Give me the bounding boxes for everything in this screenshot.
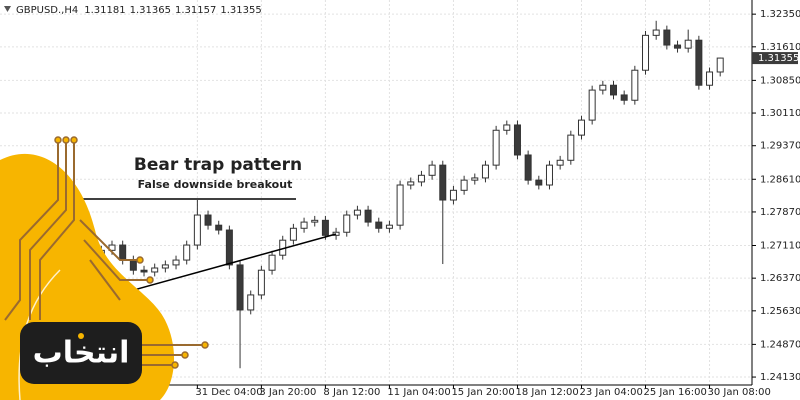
y-tick-label: 1.24130: [760, 372, 800, 383]
candle-body: [716, 57, 724, 73]
candle-body: [225, 229, 233, 266]
candle-body: [161, 264, 169, 269]
grid: [0, 0, 752, 385]
candle-body: [140, 269, 148, 273]
header-open: 1.31181: [84, 5, 125, 16]
logo-box: [20, 322, 142, 384]
header: GBPUSD.,H4 1.31181 1.31365 1.31157 1.31355: [16, 5, 262, 16]
candle-body: [321, 219, 329, 236]
header-close: 1.31355: [220, 5, 261, 16]
x-tick-label: 30 Jan 08:00: [708, 387, 771, 398]
candle-body: [353, 209, 361, 216]
candle-body: [396, 184, 404, 226]
candle-body: [204, 214, 212, 226]
candle-body: [695, 39, 703, 86]
candle-body: [674, 44, 682, 49]
candle-body: [610, 84, 617, 96]
logo-dot: [78, 333, 84, 339]
y-tick-label: 1.30850: [760, 75, 800, 86]
candle-body: [151, 267, 159, 273]
x-tick-label: 3 Jan 20:00: [259, 387, 316, 398]
y-tick-label: 1.30110: [760, 108, 800, 119]
candle-body: [268, 254, 276, 271]
candle-body: [567, 134, 575, 161]
candle-body: [471, 177, 479, 181]
y-tick-label: 1.25630: [760, 306, 800, 317]
candle-body: [556, 159, 564, 166]
y-tick-label: 1.27870: [760, 207, 800, 218]
y-tick-label: 1.24870: [760, 339, 800, 350]
x-tick-label: 23 Jan 04:00: [579, 387, 642, 398]
logo-overlay: انتخاب: [0, 136, 209, 400]
candle-body: [684, 39, 692, 49]
logo-text: انتخاب: [33, 336, 130, 371]
header-low: 1.31157: [175, 5, 216, 16]
candle-body: [289, 227, 297, 241]
candle-body: [172, 259, 180, 266]
price-tag: [752, 52, 798, 65]
x-tick-label: 11 Jan 04:00: [387, 387, 450, 398]
x-tick-label: 8 Jan 12:00: [323, 387, 380, 398]
candle-body: [129, 259, 137, 271]
trend-line: [111, 233, 337, 297]
candle-body: [417, 174, 425, 183]
candle-body: [332, 231, 340, 236]
candle-body: [545, 164, 553, 186]
candle-body: [428, 164, 436, 176]
candle-body: [311, 219, 319, 223]
y-tick-label: 1.31610: [760, 42, 800, 53]
candle-body: [513, 124, 521, 156]
candle-body: [642, 34, 650, 71]
candle-body: [183, 244, 191, 261]
candle-body: [257, 269, 265, 296]
candle-body: [577, 119, 585, 136]
candle-body: [481, 164, 489, 179]
circuit-lines: [4, 140, 205, 366]
candle-body: [535, 179, 543, 186]
candle-body: [620, 94, 628, 101]
candle-body: [407, 181, 415, 186]
candle-body: [663, 29, 671, 46]
candle-body: [193, 214, 201, 246]
price-tag-label: 1.31355: [758, 53, 799, 64]
symbol: GBPUSD.,H4: [16, 5, 78, 16]
x-tick-label: 18 Jan 12:00: [515, 387, 578, 398]
axes: 1.32350 1.31610 1.30850 1.30110 1.29370 1.286…: [195, 9, 800, 398]
candle-body: [375, 221, 383, 229]
logo-curve: [18, 269, 61, 400]
candle-body: [343, 214, 351, 233]
y-tick-label: 1.29370: [760, 141, 800, 152]
candle-body: [588, 89, 596, 121]
x-tick-label: 31 Dec 04:00: [195, 387, 262, 398]
candle-body: [119, 244, 127, 261]
candle-body: [492, 129, 500, 166]
candle-body: [385, 224, 393, 229]
y-tick-label: 1.28610: [760, 174, 800, 185]
candle-body: [449, 189, 457, 201]
candle-body: [439, 164, 447, 201]
x-tick-label: 15 Jan 20:00: [451, 387, 514, 398]
candle-body: [215, 224, 223, 231]
header-high: 1.31365: [130, 5, 171, 16]
candle-body: [524, 154, 532, 181]
y-tick-label: 1.26370: [760, 273, 800, 284]
candle-body: [599, 84, 607, 91]
candle-body: [631, 69, 639, 101]
candle-body: [652, 29, 660, 36]
candle-body: [460, 179, 468, 191]
candle-body: [300, 221, 308, 229]
y-tick-label: 1.32350: [760, 9, 800, 20]
candle-body: [247, 294, 255, 311]
candle-body: [364, 209, 372, 223]
circuit-nodes: [54, 136, 209, 369]
y-tick-label: 1.27110: [760, 240, 800, 251]
candle-body: [706, 71, 714, 86]
candle-body: [503, 124, 511, 131]
x-tick-label: 25 Jan 16:00: [644, 387, 707, 398]
candle-body: [236, 264, 244, 311]
header-icon: [4, 6, 11, 12]
annotation-subtitle: False downside breakout: [138, 178, 293, 191]
annotation-title: Bear trap pattern: [134, 155, 302, 175]
